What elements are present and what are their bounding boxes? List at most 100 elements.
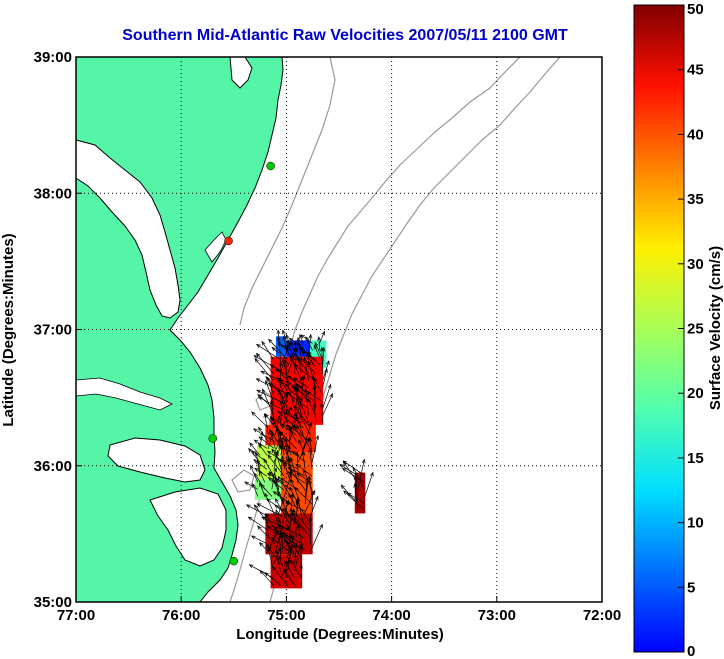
velocity-vector	[291, 510, 311, 531]
station-marker	[208, 434, 218, 443]
velocity-vector-head	[279, 424, 285, 429]
velocity-vectors	[244, 329, 374, 586]
velocity-vector-head	[291, 450, 297, 456]
velocity-vector-head	[251, 450, 257, 455]
velocity-vector	[321, 403, 323, 423]
velocity-vector-head	[299, 396, 303, 402]
velocity-vector	[299, 347, 316, 361]
velocity-vector-head	[253, 504, 259, 509]
velocity-vector	[304, 480, 309, 505]
pamlico-sound	[149, 487, 227, 567]
velocity-vector-head	[268, 338, 273, 344]
velocity-vector	[294, 543, 297, 565]
velocity-vector	[248, 516, 269, 531]
velocity-vector	[279, 431, 297, 450]
velocity-vector-head	[275, 427, 280, 433]
velocity-vector	[259, 482, 266, 497]
velocity-vector-head	[313, 344, 318, 350]
velocity-vector-head	[294, 347, 298, 352]
velocity-vector-head	[260, 431, 264, 437]
colorbar	[633, 4, 685, 653]
velocity-vector	[262, 388, 274, 416]
velocity-vector	[256, 389, 281, 403]
velocity-vector-head	[264, 413, 269, 418]
velocity-vector	[260, 484, 273, 497]
velocity-vector-head	[287, 467, 293, 471]
velocity-vector-head	[250, 535, 256, 540]
velocity-vector-head	[253, 439, 259, 444]
velocity-vector-head	[276, 415, 281, 421]
velocity-vector	[252, 483, 259, 497]
velocity-patch	[354, 472, 366, 514]
velocity-vector-head	[252, 482, 256, 488]
velocity-vector	[297, 498, 304, 524]
velocity-vector	[256, 353, 274, 374]
velocity-vector	[246, 504, 269, 517]
velocity-vector	[314, 342, 323, 360]
velocity-vector	[251, 411, 269, 429]
velocity-vector-head	[272, 472, 276, 477]
velocity-vector-head	[287, 444, 291, 450]
velocity-vector-head	[256, 389, 261, 394]
velocity-vector	[271, 347, 280, 354]
velocity-vector	[250, 465, 259, 483]
velocity-vector-head	[299, 357, 304, 362]
velocity-vector	[254, 439, 268, 449]
velocity-vector-head	[266, 543, 270, 549]
colorbar-tick-label: 50	[687, 1, 704, 18]
velocity-vector-head	[255, 343, 261, 348]
velocity-vector-head	[275, 509, 279, 515]
velocity-vector-head	[308, 421, 313, 427]
velocity-vector	[322, 393, 333, 416]
velocity-vector	[294, 384, 309, 402]
velocity-vector	[257, 394, 274, 410]
velocity-vector-head	[327, 383, 332, 389]
contour-spur-2	[231, 469, 255, 493]
velocity-vector	[307, 398, 316, 416]
velocity-vector-head	[265, 375, 270, 381]
velocity-vector-head	[281, 411, 287, 416]
velocity-vector	[275, 550, 281, 572]
velocity-vector	[290, 560, 302, 579]
velocity-vector	[268, 477, 285, 491]
velocity-vector	[311, 435, 319, 463]
velocity-vector-head	[288, 425, 293, 431]
velocity-vector	[321, 347, 323, 374]
velocity-vector-head	[260, 370, 266, 375]
velocity-vector	[283, 336, 287, 347]
velocity-vector-head	[285, 391, 290, 396]
velocity-vector	[313, 385, 316, 409]
velocity-vector	[256, 344, 281, 361]
velocity-vector	[343, 490, 366, 511]
velocity-vector-head	[258, 542, 264, 547]
velocity-vector	[295, 501, 311, 524]
velocity-vector	[303, 358, 309, 381]
velocity-vector	[352, 467, 366, 490]
velocity-vector-head	[257, 525, 262, 530]
velocity-vector	[294, 487, 313, 505]
velocity-vector	[279, 431, 285, 456]
velocity-vector-head	[286, 524, 291, 530]
velocity-vector-head	[295, 500, 300, 506]
velocity-vector	[299, 357, 316, 374]
velocity-vector-head	[244, 481, 249, 486]
velocity-vector-head	[305, 437, 309, 443]
velocity-vector-head	[280, 524, 284, 530]
velocity-vector	[322, 384, 331, 409]
velocity-vector	[300, 545, 302, 572]
velocity-vector-head	[299, 545, 303, 550]
velocity-vector-head	[279, 459, 285, 464]
velocity-vector	[264, 572, 281, 586]
velocity-vector-head	[278, 431, 283, 436]
velocity-vector	[297, 523, 304, 552]
velocity-vector-head	[293, 411, 298, 417]
velocity-vector	[292, 451, 306, 463]
velocity-vector-head	[247, 516, 253, 521]
velocity-vector	[264, 413, 269, 435]
velocity-vector	[275, 367, 295, 388]
velocity-vector	[288, 493, 299, 512]
x-tick-label: 77:00	[57, 607, 95, 624]
velocity-vector-head	[315, 434, 320, 440]
velocity-vector	[293, 364, 316, 382]
